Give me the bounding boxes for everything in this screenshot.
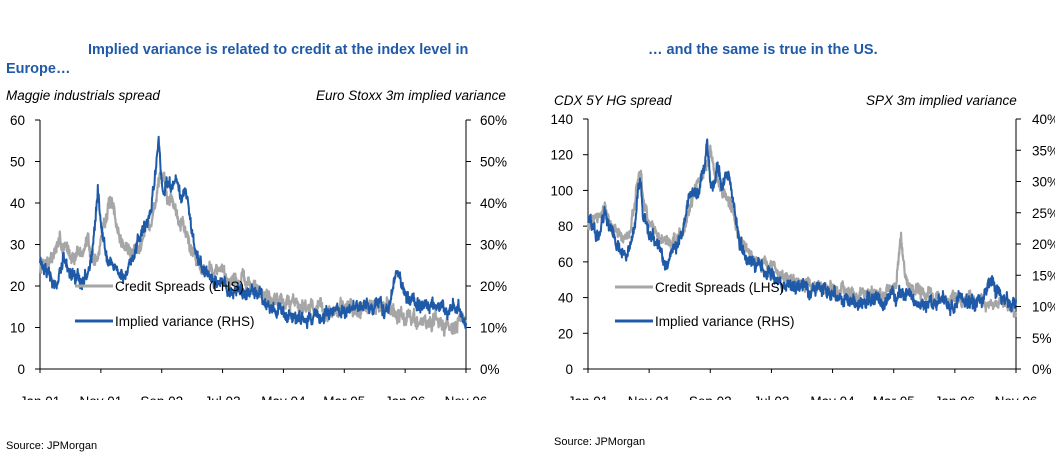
legend-label-implied: Implied variance (RHS) [115,314,255,329]
legend: Credit Spreads (LHS) Implied variance (RH… [615,280,795,329]
chart-plot-euro: 0 10 20 30 40 50 60 0% 10% 20% 30% 40% 50% 60% Jan 01 N… [10,113,507,400]
source-note: Source: JPMorgan [6,440,98,452]
x-tick-label: Jan 06 [935,394,976,400]
right-tick-label: 20% [480,279,507,294]
right-tick-label: 30% [1032,175,1055,190]
legend-label-implied: Implied variance (RHS) [655,314,795,329]
right-tick-label: 0% [1032,362,1052,377]
left-tick-label: 60 [558,255,573,270]
left-tick-label: 0 [565,362,573,377]
credit-spreads-line [38,169,468,337]
right-axis-title: Euro Stoxx 3m implied variance [316,88,506,103]
right-tick-label: 35% [1032,143,1055,158]
x-tick-label: Jan 01 [20,394,61,400]
chart-plot-us: 0 20 40 60 80 100 120 140 0% 5% 10% 15% 20% 25% 30% 35%… [550,112,1055,400]
left-tick-label: 30 [10,238,25,253]
x-tick-label: Jan 06 [385,394,426,400]
x-tick-label: Sep 02 [140,394,183,400]
right-tick-label: 25% [1032,206,1055,221]
left-tick-label: 20 [558,326,573,341]
left-axis-title: Maggie industrials spread [6,88,160,103]
left-tick-label: 50 [10,155,25,170]
chart-title-line1: … and the same is true in the US. [648,42,878,58]
legend-label-credit: Credit Spreads (LHS) [655,280,784,295]
left-tick-label: 60 [10,113,25,128]
x-tick-label: May 04 [810,394,855,400]
right-tick-label: 40% [1032,112,1055,127]
right-tick-label: 0% [480,362,500,377]
left-tick-label: 140 [550,112,573,127]
x-tick-label: Jan 01 [568,394,609,400]
left-tick-label: 10 [10,321,25,336]
x-tick-label: Sep 02 [689,394,732,400]
right-tick-label: 15% [1032,268,1055,283]
left-tick-label: 80 [558,219,573,234]
x-tick-label: May 04 [261,394,306,400]
right-tick-label: 10% [480,321,507,336]
right-tick-label: 60% [480,113,507,128]
right-tick-label: 30% [480,238,507,253]
implied-variance-line [587,138,1017,317]
left-tick-label: 0 [17,362,25,377]
right-axis-title: SPX 3m implied variance [866,93,1017,108]
x-tick-label: Jul 03 [753,394,789,400]
legend-label-credit: Credit Spreads (LHS) [115,279,244,294]
left-tick-label: 40 [558,291,573,306]
right-tick-label: 50% [480,155,507,170]
left-axis-title: CDX 5Y HG spread [554,93,672,108]
x-tick-label: Nov 06 [445,394,488,400]
x-tick-label: Nov 01 [628,394,671,400]
x-tick-label: Nov 06 [995,394,1038,400]
right-chart-panel: … and the same is true in the US. CDX 5Y… [530,0,1055,461]
left-tick-label: 20 [10,279,25,294]
x-tick-label: Jul 03 [205,394,241,400]
right-tick-label: 5% [1032,331,1052,346]
implied-variance-line [39,135,467,330]
left-tick-label: 40 [10,196,25,211]
legend: Credit Spreads (LHS) Implied variance (RH… [75,279,255,329]
left-tick-label: 100 [550,183,573,198]
chart-title-line1: Implied variance is related to credit at… [88,42,469,58]
right-tick-label: 10% [1032,300,1055,315]
source-note: Source: JPMorgan [554,436,646,448]
x-tick-label: Mar 05 [873,394,915,400]
left-chart-panel: Implied variance is related to credit at… [6,42,507,452]
x-tick-label: Mar 05 [323,394,365,400]
chart-title-line2: Europe… [6,61,71,77]
left-tick-label: 120 [550,148,573,163]
x-tick-label: Nov 01 [79,394,122,400]
right-tick-label: 40% [480,196,507,211]
right-tick-label: 20% [1032,237,1055,252]
